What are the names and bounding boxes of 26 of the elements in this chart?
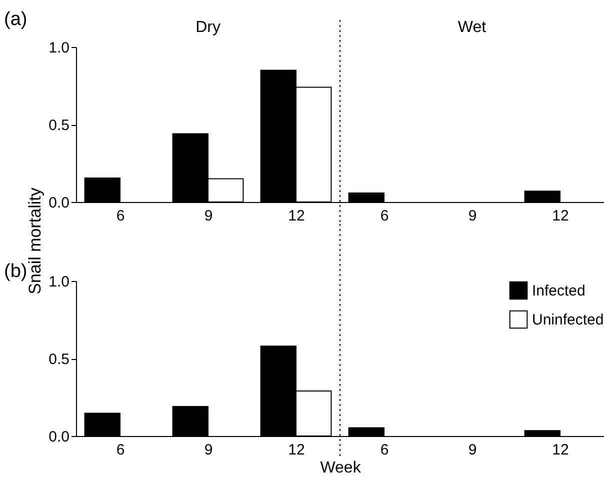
text: Wet bbox=[458, 19, 487, 36]
x-tick-label: 6 bbox=[116, 442, 125, 458]
y-tick-label: 0.5 bbox=[48, 117, 70, 134]
y-tick-label: 0.5 bbox=[48, 351, 70, 368]
x-tick-label: 9 bbox=[468, 442, 477, 458]
x-tick-label: 9 bbox=[204, 442, 213, 458]
y-tick-label: 1.0 bbox=[48, 274, 70, 290]
x-tick-label: 12 bbox=[552, 442, 569, 458]
legend-label: Infected bbox=[532, 282, 586, 300]
legend-label: Uninfected bbox=[532, 312, 604, 328]
x-tick-label: 9 bbox=[468, 208, 477, 224]
x-tick-label: 6 bbox=[380, 442, 389, 458]
x-tick-label: 12 bbox=[288, 208, 305, 224]
y-tick-label: 0.0 bbox=[48, 428, 70, 446]
y-tick-label: 1.0 bbox=[48, 40, 70, 56]
chart-title: (a) bbox=[4, 9, 28, 30]
x-tick-label: 12 bbox=[552, 208, 569, 224]
x-tick-label: 6 bbox=[116, 208, 125, 224]
chart-title: (b) bbox=[4, 261, 28, 282]
x-tick-label: 6 bbox=[380, 208, 389, 224]
y-axis-title: Snail mortality bbox=[26, 187, 45, 294]
x-tick-label: 9 bbox=[204, 208, 213, 224]
y-tick-label: 0.0 bbox=[48, 194, 70, 212]
text: Dry bbox=[196, 19, 220, 36]
x-axis-title: Week bbox=[320, 460, 362, 476]
x-tick-label: 12 bbox=[288, 442, 305, 458]
